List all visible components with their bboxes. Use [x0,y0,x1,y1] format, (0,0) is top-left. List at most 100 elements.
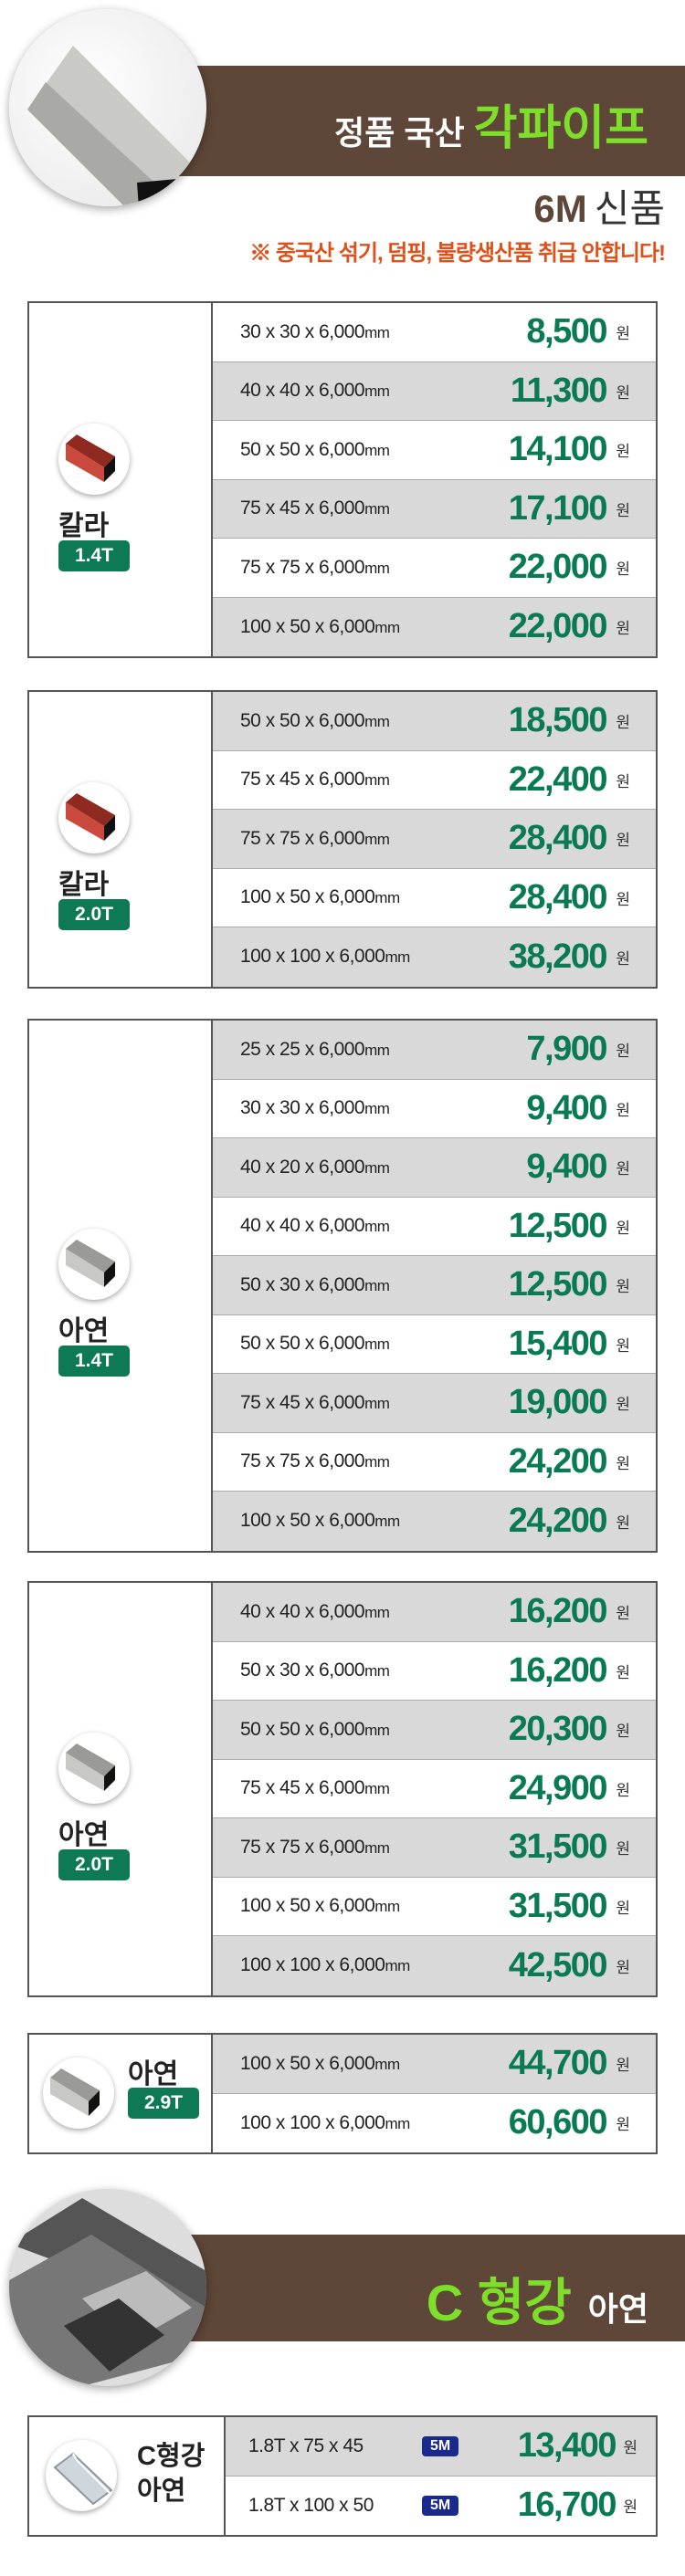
length-label: 6M [533,187,587,230]
size-spec: 40 x 40 x 6,000mm [240,1601,390,1623]
table-row: 100 x 50 x 6,000mm 22,000 원 [213,597,656,656]
material-line-1: C형강 [137,2442,206,2471]
size-spec: 50 x 50 x 6,000mm [240,1718,390,1741]
thickness-badge: 1.4T [58,539,130,571]
table-row: 75 x 45 x 6,000mm 17,100 원 [213,479,656,539]
price-value: 7,900 [526,1030,607,1069]
size-spec: 75 x 75 x 6,000mm [240,557,390,579]
size-value: 30 x 30 x 6,000 [240,320,365,342]
price-value: 19,000 [508,1383,608,1422]
length-condition: 6M 신품 [533,178,665,234]
unit-label: mm [364,1158,390,1177]
unit-label: mm [364,771,390,790]
price-value: 42,500 [508,1945,608,1984]
product-info-cell: 아연 1.4T [29,1021,213,1551]
unit-label: mm [364,1838,390,1857]
size-spec: 100 x 100 x 6,000mm [240,946,410,968]
price-value: 60,600 [508,2103,608,2142]
unit-label: mm [364,441,390,459]
size-spec: 50 x 50 x 6,000mm [240,710,390,732]
c-channel-title: C 형강 아연 [417,2262,648,2336]
currency-label: 원 [616,1396,630,1414]
red-square-pipe-icon [58,782,130,854]
currency-label: 원 [616,2116,630,2134]
currency-label: 원 [616,1663,630,1681]
square-pipe-photo [9,9,206,206]
table-row: 40 x 40 x 6,000mm 12,500 원 [213,1198,656,1256]
currency-label: 원 [616,832,630,850]
square-pipe-icon [27,46,192,206]
size-value: 100 x 50 x 6,000 [240,615,375,637]
unit-label: mm [364,1041,390,1059]
price-value: 9,400 [526,1088,607,1127]
size-value: 40 x 20 x 6,000 [240,1156,365,1178]
title-prefix: 정품 국산 [334,114,465,152]
price-value: 22,000 [508,548,608,587]
thickness-badge: 2.0T [58,1848,130,1880]
table-row: 40 x 20 x 6,000mm 9,400 원 [213,1138,656,1198]
currency-label: 원 [616,1899,630,1917]
table-row: 100 x 50 x 6,000mm 44,700 원 [213,2035,656,2094]
unit-label: mm [385,2114,410,2132]
unit-label: mm [374,2055,400,2073]
table-row: 100 x 50 x 6,000mm 28,400 원 [213,869,656,927]
unit-label: mm [364,382,390,401]
size-spec: 40 x 40 x 6,000mm [240,380,390,402]
c-channel-title-suffix: 아연 [587,2290,648,2328]
galvanized-square-pipe-icon [43,2058,114,2129]
currency-label: 원 [616,1958,630,1976]
currency-label: 원 [616,325,630,343]
size-spec: 50 x 30 x 6,000mm [240,1660,390,1681]
size-value: 100 x 50 x 6,000 [240,1895,375,1917]
size-value: 100 x 50 x 6,000 [240,1510,375,1532]
c-channel-info-cell: C형강 아연 [29,2417,226,2535]
thickness-badge: 2.0T [58,899,130,931]
unit-label: mm [364,1721,390,1739]
length-tag: 5M [422,2435,459,2456]
price-value: 31,500 [508,1886,608,1925]
currency-label: 원 [616,2057,630,2075]
size-value: 40 x 40 x 6,000 [240,380,365,402]
table-row: 75 x 75 x 6,000mm 28,400 원 [213,810,656,869]
table-row: 50 x 30 x 6,000mm 12,500 원 [213,1256,656,1315]
table-row: 50 x 30 x 6,000mm 16,200 원 [213,1642,656,1701]
currency-label: 원 [616,949,630,968]
unit-label: mm [364,1662,390,1681]
currency-label: 원 [623,2498,638,2517]
table-row: 75 x 75 x 6,000mm 24,200 원 [213,1433,656,1492]
price-value: 20,300 [508,1710,608,1749]
size-value: 50 x 50 x 6,000 [240,1718,365,1740]
size-value: 100 x 50 x 6,000 [240,2052,375,2074]
price-table: 칼라 1.4T 30 x 30 x 6,000mm 8,500 원 40 x 40 x 6… [27,301,658,658]
c-channel-rows: 1.8T x 75 x 45 5M 13,400 원 1.8T x 100 x 50 5M… [226,2417,656,2535]
price-value: 22,000 [508,607,608,646]
size-spec: 75 x 45 x 6,000mm [240,1392,390,1414]
size-spec: 50 x 50 x 6,000mm [240,1333,390,1355]
currency-label: 원 [616,1781,630,1799]
size-value: 50 x 50 x 6,000 [240,438,365,460]
size-value: 25 x 25 x 6,000 [240,1038,365,1060]
size-spec: 75 x 45 x 6,000mm [240,1777,390,1799]
c-channel-title-highlight: C 형강 [426,2274,572,2331]
unit-label: mm [364,500,390,518]
size-value: 50 x 50 x 6,000 [240,1333,365,1355]
price-rows: 25 x 25 x 6,000mm 7,900 원 30 x 30 x 6,000mm… [213,1021,656,1551]
c-channel-material: C형강 아연 [137,2439,205,2508]
table-row: 75 x 75 x 6,000mm 22,000 원 [213,539,656,598]
price-value: 38,200 [508,937,608,976]
product-info-cell: 칼라 2.0T [29,692,213,987]
unit-label: mm [364,1394,390,1412]
table-row: 100 x 50 x 6,000mm 31,500 원 [213,1878,656,1936]
size-spec: 100 x 50 x 6,000mm [240,2053,400,2075]
price-table: 아연 2.0T 40 x 40 x 6,000mm 16,200 원 50 x 30 x … [27,1581,658,1997]
material-label: 아연 [58,1316,110,1347]
size-spec: 100 x 100 x 6,000mm [240,2112,410,2134]
size-spec: 50 x 50 x 6,000mm [240,438,390,461]
size-spec: 100 x 50 x 6,000mm [240,1895,400,1917]
size-value: 100 x 50 x 6,000 [240,886,375,908]
price-rows: 100 x 50 x 6,000mm 44,700 원 100 x 100 x 6,0… [213,2035,656,2152]
price-value: 11,300 [510,371,608,410]
currency-label: 원 [616,383,630,402]
table-row: 100 x 50 x 6,000mm 24,200 원 [213,1492,656,1551]
price-value: 24,200 [508,1441,608,1481]
